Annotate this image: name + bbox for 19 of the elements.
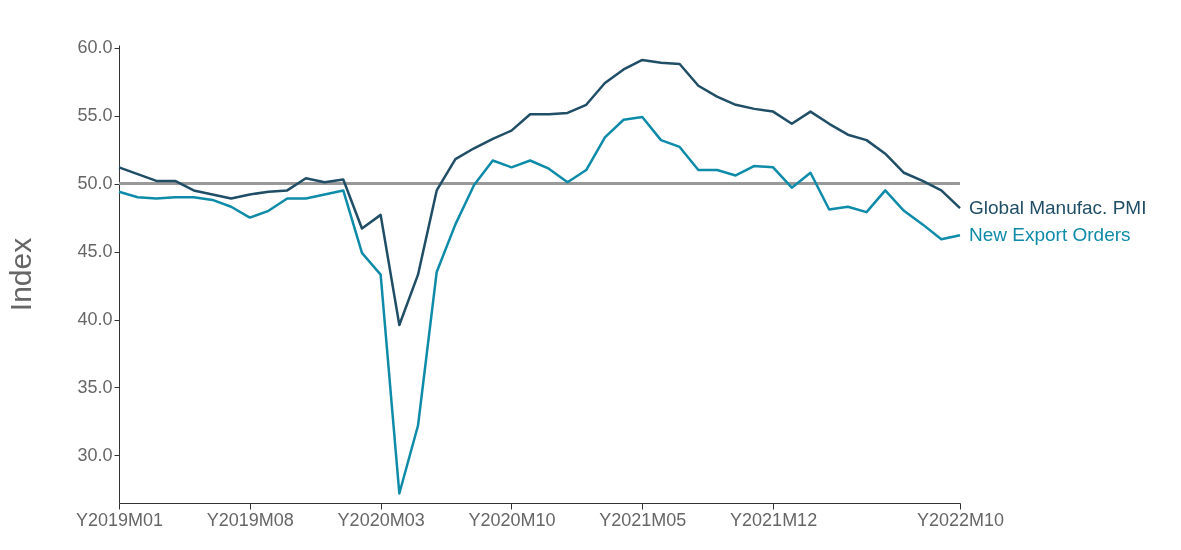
- y-tick-label: 35.0: [77, 376, 113, 397]
- y-tick-label: 30.0: [77, 444, 113, 465]
- y-tick-label: 50.0: [77, 173, 113, 194]
- line-series: [117, 115, 962, 495]
- x-tick-label: Y2019M01: [75, 509, 164, 530]
- x-tick-label: Y2021M05: [599, 509, 687, 530]
- y-tick-label: 60.0: [77, 37, 113, 58]
- series-label: New Export Orders: [969, 224, 1131, 246]
- y-axis-title: Index: [4, 237, 38, 312]
- y-tick-label: 40.0: [77, 309, 113, 330]
- series-label: Global Manufac. PMI: [969, 197, 1147, 219]
- y-tick-label: 55.0: [77, 105, 113, 126]
- x-tick-label: Y2022M10: [916, 509, 1005, 530]
- x-tick-label: Y2019M08: [206, 509, 294, 530]
- line-series: [117, 58, 962, 327]
- x-tick-label: Y2021M12: [730, 509, 818, 530]
- x-tick-label: Y2020M10: [468, 509, 556, 530]
- x-tick-label: Y2020M03: [337, 509, 425, 530]
- y-tick-label: 45.0: [77, 241, 113, 262]
